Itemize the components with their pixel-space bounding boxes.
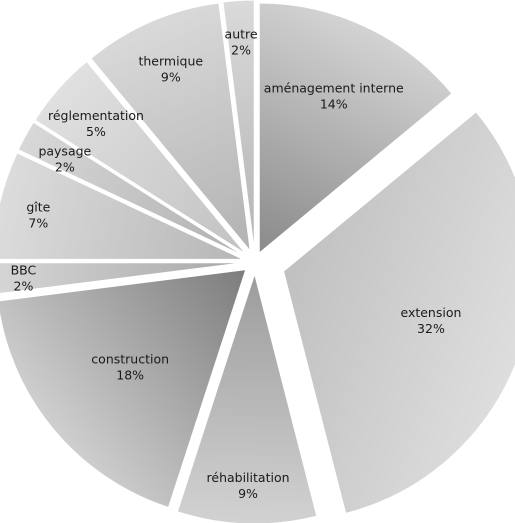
slice-label-reglementation: réglementation bbox=[48, 108, 144, 123]
slice-label-autre: autre bbox=[225, 26, 258, 41]
slice-label-rehabilitation: réhabilitation bbox=[207, 470, 290, 485]
pie-slice-rehabilitation bbox=[176, 272, 318, 523]
slice-label-gite: gîte bbox=[26, 200, 50, 215]
slice-label-construction: construction bbox=[91, 351, 169, 366]
slice-label-amenagement-interne: aménagement interne bbox=[264, 81, 404, 96]
slice-value-extension: 32% bbox=[417, 321, 445, 336]
slice-value-thermique: 9% bbox=[161, 69, 181, 84]
pie-slice-extension bbox=[282, 111, 515, 515]
slice-label-bbc: BBC bbox=[11, 263, 37, 278]
pie-slice-construction bbox=[0, 269, 247, 509]
slice-value-construction: 18% bbox=[116, 367, 144, 382]
slice-label-extension: extension bbox=[400, 305, 461, 320]
pie-slice-thermique bbox=[90, 2, 251, 253]
slice-value-autre: 2% bbox=[231, 42, 251, 57]
pie-slice-amenagement-interne bbox=[258, 2, 453, 255]
slice-label-paysage: paysage bbox=[38, 143, 91, 158]
slice-value-bbc: 2% bbox=[14, 279, 34, 294]
slice-value-amenagement-interne: 14% bbox=[320, 97, 348, 112]
pie-slice-gite bbox=[0, 152, 244, 260]
slice-value-reglementation: 5% bbox=[86, 124, 106, 139]
slice-label-thermique: thermique bbox=[138, 53, 203, 68]
slice-value-gite: 7% bbox=[28, 216, 48, 231]
slice-value-rehabilitation: 9% bbox=[238, 486, 258, 501]
slice-value-paysage: 2% bbox=[55, 159, 75, 174]
pie-slice-autre bbox=[222, 0, 255, 251]
pie-slice-bbc bbox=[0, 262, 244, 294]
pie-slice-paysage bbox=[17, 121, 245, 257]
pie-slice-reglementation bbox=[34, 60, 247, 255]
